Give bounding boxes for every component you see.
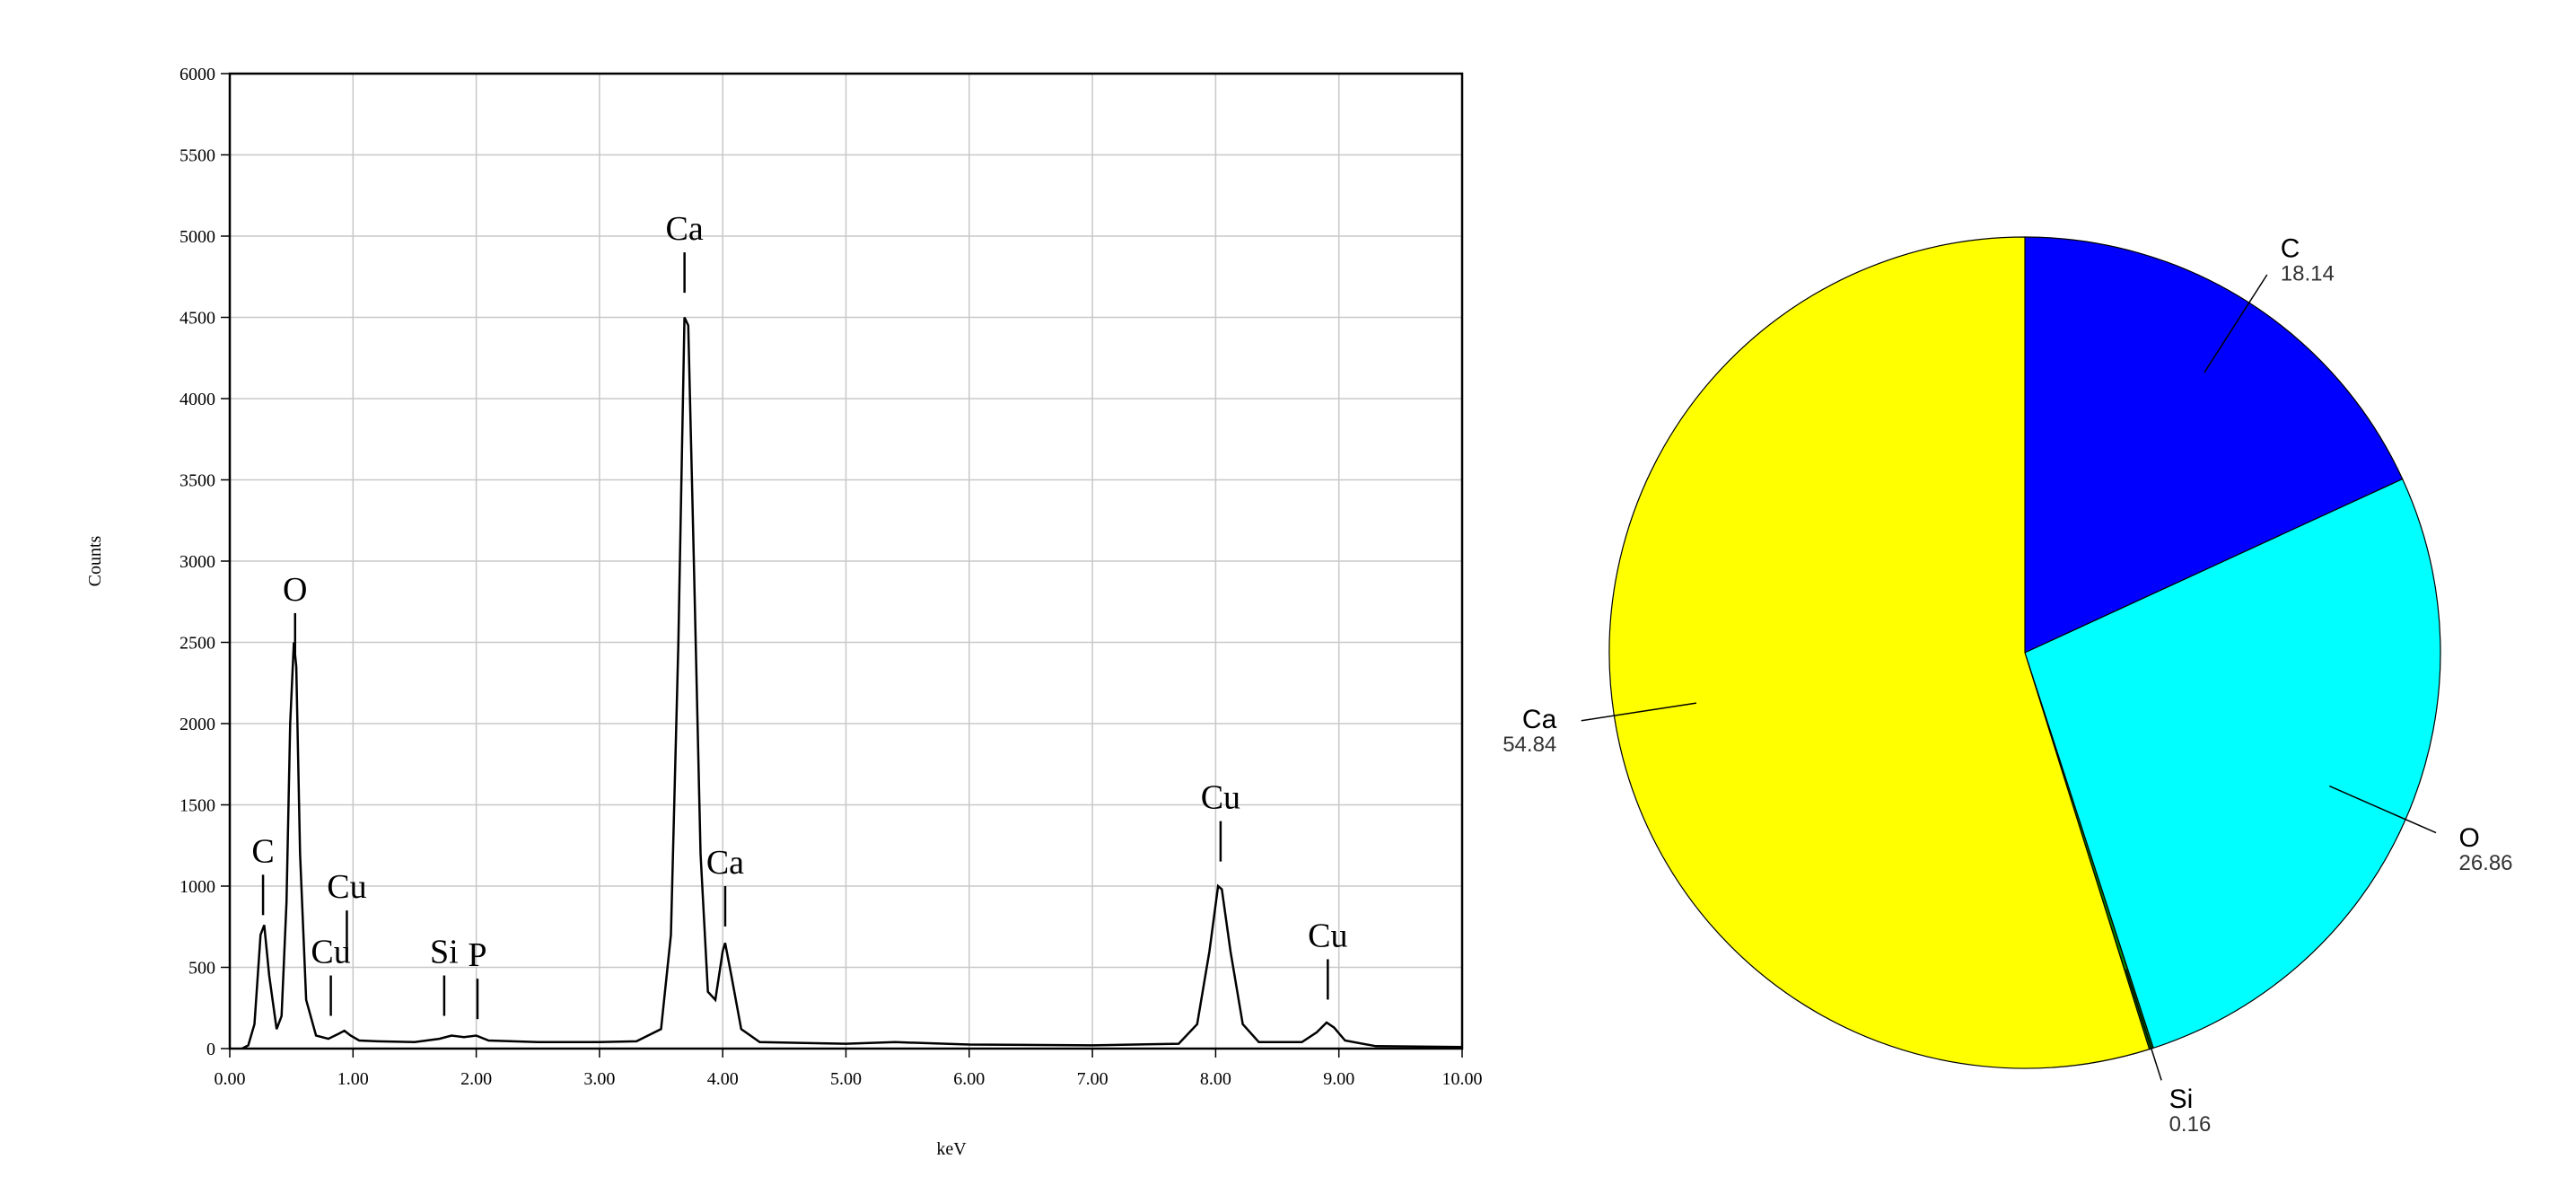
peak-label: C: [251, 832, 274, 870]
x-tick-label: 4.00: [707, 1069, 739, 1089]
y-tick-label: 5500: [180, 146, 215, 166]
slice-value: 18.14: [2281, 262, 2335, 286]
x-tick-label: 3.00: [583, 1069, 615, 1089]
leader-line: [2204, 274, 2268, 373]
peak-label: Cu: [311, 934, 350, 971]
peak-label: Ca: [666, 210, 704, 248]
y-tick-label: 4500: [180, 309, 215, 329]
peak-label: Cu: [327, 868, 366, 906]
y-tick-label: 2500: [180, 634, 215, 654]
y-tick-label: 3500: [180, 471, 215, 491]
x-tick-label: 7.00: [1077, 1069, 1108, 1089]
x-axis-label: keV: [936, 1139, 967, 1159]
y-tick-label: 6000: [180, 65, 215, 84]
peak-label: Cu: [1201, 779, 1240, 817]
plot-frame: [228, 72, 1464, 1050]
peak-label: Si: [430, 934, 459, 971]
y-tick-label: 2000: [180, 715, 215, 734]
y-tick-label: 500: [188, 959, 215, 979]
x-tick-label: 1.00: [337, 1069, 369, 1089]
y-tick-label: 0: [206, 1040, 215, 1059]
y-tick-label: 4000: [180, 390, 215, 409]
y-tick-label: 5000: [180, 227, 215, 247]
slice-value: 54.84: [1503, 733, 1556, 757]
slice-label: O: [2458, 823, 2479, 853]
x-tick-label: 9.00: [1323, 1069, 1354, 1089]
slice-value: 0.16: [2169, 1112, 2212, 1137]
x-tick-label: 0.00: [215, 1069, 246, 1089]
peak-label: Ca: [706, 844, 744, 882]
y-axis-label: Counts: [85, 535, 105, 586]
x-tick-label: 10.00: [1442, 1069, 1483, 1089]
y-tick-label: 1000: [180, 877, 215, 897]
peak-label: O: [283, 571, 307, 609]
y-tick-label: 3000: [180, 552, 215, 572]
y-tick-label: 1500: [180, 796, 215, 816]
leader-line: [2328, 785, 2437, 834]
x-tick-label: 5.00: [830, 1069, 862, 1089]
leader-line: [1581, 702, 1696, 722]
leader-line: [2125, 969, 2162, 1081]
slice-label: Si: [2169, 1084, 2194, 1114]
x-tick-label: 6.00: [953, 1069, 985, 1089]
peak-label: P: [468, 936, 486, 974]
peak-label: Cu: [1308, 917, 1347, 954]
x-tick-label: 2.00: [460, 1069, 492, 1089]
slice-label: C: [2281, 234, 2300, 264]
x-tick-label: 8.00: [1200, 1069, 1231, 1089]
slice-value: 26.86: [2458, 851, 2512, 875]
slice-label: Ca: [1522, 705, 1557, 734]
